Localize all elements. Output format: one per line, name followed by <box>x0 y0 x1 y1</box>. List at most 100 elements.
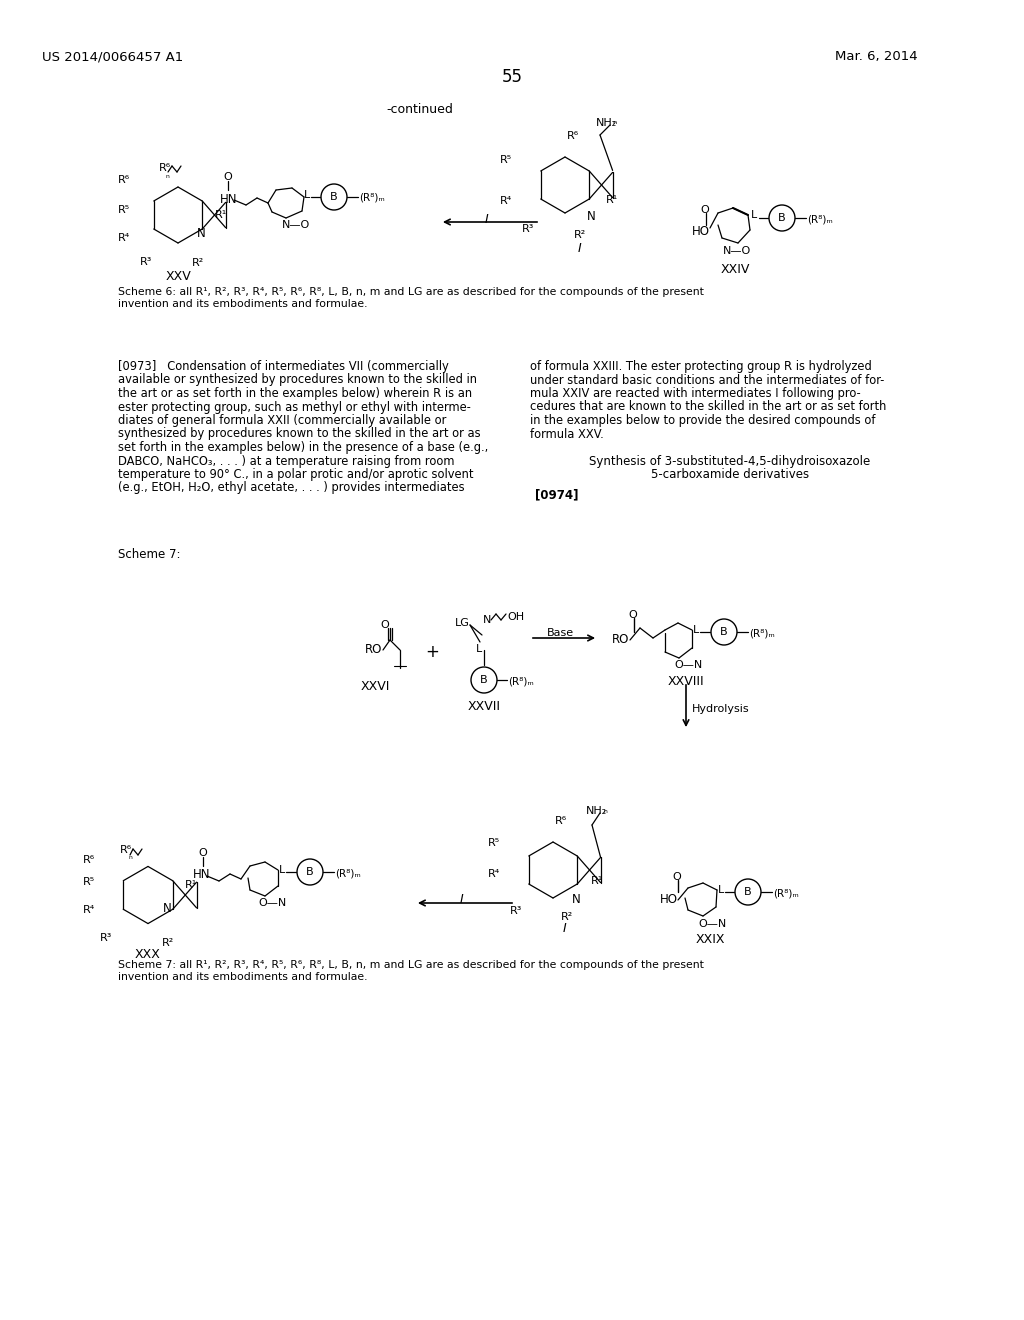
Text: mula XXIV are reacted with intermediates I following pro-: mula XXIV are reacted with intermediates… <box>530 387 861 400</box>
Text: R⁶: R⁶ <box>118 176 130 185</box>
Text: O: O <box>628 610 637 620</box>
Text: R⁵: R⁵ <box>500 154 512 165</box>
Text: DABCO, NaHCO₃, . . . ) at a temperature raising from room: DABCO, NaHCO₃, . . . ) at a temperature … <box>118 454 455 467</box>
Text: I: I <box>460 894 464 906</box>
Text: ₙ: ₙ <box>612 116 616 125</box>
Text: I: I <box>485 213 488 226</box>
Text: R⁵: R⁵ <box>83 876 95 887</box>
Text: 55: 55 <box>502 69 522 86</box>
Text: R⁵: R⁵ <box>488 838 500 847</box>
Text: N: N <box>197 227 206 240</box>
Text: R³: R³ <box>100 933 113 942</box>
Text: R²: R² <box>561 912 573 921</box>
Text: O: O <box>381 620 389 630</box>
Text: N: N <box>483 615 492 624</box>
Text: O—N: O—N <box>258 898 287 908</box>
Text: the art or as set forth in the examples below) wherein R is an: the art or as set forth in the examples … <box>118 387 472 400</box>
Text: NH₂: NH₂ <box>586 807 607 816</box>
Text: R⁴: R⁴ <box>83 906 95 915</box>
Text: N—O: N—O <box>723 246 752 256</box>
Text: invention and its embodiments and formulae.: invention and its embodiments and formul… <box>118 300 368 309</box>
Text: ₙ: ₙ <box>162 170 170 180</box>
Text: HN: HN <box>220 193 238 206</box>
Text: [0973]   Condensation of intermediates VII (commercially: [0973] Condensation of intermediates VII… <box>118 360 449 374</box>
Text: R¹: R¹ <box>185 880 198 890</box>
Text: (R⁸)ₘ: (R⁸)ₘ <box>359 193 385 203</box>
Text: cedures that are known to the skilled in the art or as set forth: cedures that are known to the skilled in… <box>530 400 887 413</box>
Text: diates of general formula XXII (commercially available or: diates of general formula XXII (commerci… <box>118 414 446 426</box>
Text: -continued: -continued <box>387 103 454 116</box>
Text: R⁵: R⁵ <box>118 205 130 215</box>
Text: XXX: XXX <box>135 948 161 961</box>
Text: L: L <box>279 865 286 875</box>
Text: R³: R³ <box>522 224 535 234</box>
Text: set forth in the examples below) in the presence of a base (e.g.,: set forth in the examples below) in the … <box>118 441 488 454</box>
Text: in the examples below to provide the desired compounds of: in the examples below to provide the des… <box>530 414 876 426</box>
Text: R⁶: R⁶ <box>567 131 580 141</box>
Text: [0974]: [0974] <box>535 488 579 502</box>
Text: synthesized by procedures known to the skilled in the art or as: synthesized by procedures known to the s… <box>118 428 480 441</box>
Text: HO: HO <box>660 894 678 906</box>
Text: B: B <box>778 213 785 223</box>
Text: Base: Base <box>547 628 573 638</box>
Text: B: B <box>744 887 752 898</box>
Text: R¹: R¹ <box>606 195 618 205</box>
Text: NH₂: NH₂ <box>596 117 617 128</box>
Text: Hydrolysis: Hydrolysis <box>692 704 750 714</box>
Text: LG: LG <box>455 618 470 628</box>
Text: invention and its embodiments and formulae.: invention and its embodiments and formul… <box>118 972 368 982</box>
Text: ₙ: ₙ <box>125 851 133 861</box>
Text: L: L <box>718 884 724 895</box>
Text: O: O <box>672 873 681 882</box>
Text: N—O: N—O <box>282 220 310 230</box>
Text: Scheme 6: all R¹, R², R³, R⁴, R⁵, R⁶, R⁸, L, B, n, m and LG are as described for: Scheme 6: all R¹, R², R³, R⁴, R⁵, R⁶, R⁸… <box>118 286 703 297</box>
Text: L: L <box>693 624 699 635</box>
Text: R²: R² <box>574 230 587 240</box>
Text: RO: RO <box>612 634 630 645</box>
Text: R⁴: R⁴ <box>488 869 501 879</box>
Text: N: N <box>572 894 581 906</box>
Text: Scheme 7: all R¹, R², R³, R⁴, R⁵, R⁶, R⁸, L, B, n, m and LG are as described for: Scheme 7: all R¹, R², R³, R⁴, R⁵, R⁶, R⁸… <box>118 960 703 970</box>
Text: temperature to 90° C., in a polar protic and/or aprotic solvent: temperature to 90° C., in a polar protic… <box>118 469 473 480</box>
Text: (e.g., EtOH, H₂O, ethyl acetate, . . . ) provides intermediates: (e.g., EtOH, H₂O, ethyl acetate, . . . )… <box>118 482 465 495</box>
Text: of formula XXIII. The ester protecting group R is hydrolyzed: of formula XXIII. The ester protecting g… <box>530 360 871 374</box>
Text: O: O <box>700 205 709 215</box>
Text: L: L <box>476 644 482 653</box>
Text: I: I <box>579 242 582 255</box>
Text: OH: OH <box>507 612 524 622</box>
Text: L: L <box>751 210 758 220</box>
Text: R⁴: R⁴ <box>500 195 512 206</box>
Text: O—N: O—N <box>674 660 702 671</box>
Text: (R⁸)ₘ: (R⁸)ₘ <box>773 888 799 898</box>
Text: +: + <box>425 643 439 661</box>
Text: HO: HO <box>692 224 710 238</box>
Text: R⁶: R⁶ <box>83 855 95 865</box>
Text: R⁴: R⁴ <box>118 234 130 243</box>
Text: Scheme 7:: Scheme 7: <box>118 548 180 561</box>
Text: B: B <box>720 627 728 638</box>
Text: R¹: R¹ <box>591 876 603 886</box>
Text: 5-carboxamide derivatives: 5-carboxamide derivatives <box>651 469 809 480</box>
Text: HN: HN <box>193 869 211 880</box>
Text: ₙ: ₙ <box>603 805 607 814</box>
Text: RO: RO <box>365 643 382 656</box>
Text: R³: R³ <box>140 257 153 267</box>
Text: (R⁸)ₘ: (R⁸)ₘ <box>508 676 534 686</box>
Text: XXV: XXV <box>165 271 190 282</box>
Text: Synthesis of 3-substituted-4,5-dihydroisoxazole: Synthesis of 3-substituted-4,5-dihydrois… <box>590 454 870 467</box>
Text: XXVIII: XXVIII <box>668 675 705 688</box>
Text: Mar. 6, 2014: Mar. 6, 2014 <box>835 50 918 63</box>
Text: R⁶: R⁶ <box>120 845 132 855</box>
Text: under standard basic conditions and the intermediates of for-: under standard basic conditions and the … <box>530 374 885 387</box>
Text: XXIX: XXIX <box>695 933 725 946</box>
Text: O—N: O—N <box>698 919 726 929</box>
Text: ester protecting group, such as methyl or ethyl with interme-: ester protecting group, such as methyl o… <box>118 400 471 413</box>
Text: (R⁸)ₘ: (R⁸)ₘ <box>807 214 833 224</box>
Text: O: O <box>198 847 207 858</box>
Text: L: L <box>304 190 310 201</box>
Text: available or synthesized by procedures known to the skilled in: available or synthesized by procedures k… <box>118 374 477 387</box>
Text: R⁶: R⁶ <box>159 162 171 173</box>
Text: (R⁸)ₘ: (R⁸)ₘ <box>335 869 360 878</box>
Text: R¹: R¹ <box>215 210 227 220</box>
Text: B: B <box>330 191 338 202</box>
